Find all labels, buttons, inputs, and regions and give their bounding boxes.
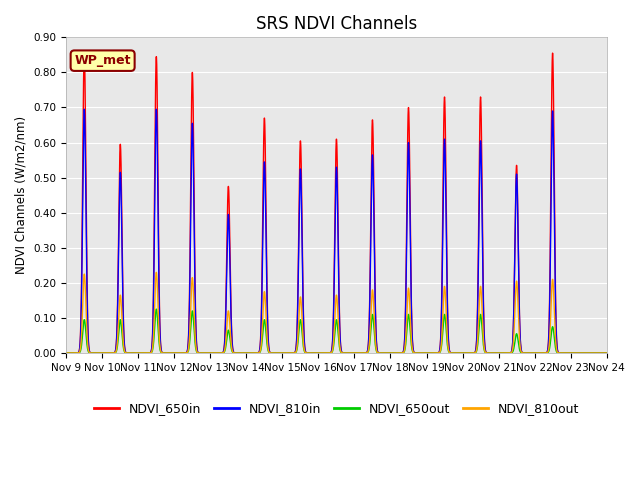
NDVI_810out bbox=[152, 269, 160, 275]
NDVI_810in bbox=[127, 350, 135, 356]
Line: NDVI_650out: NDVI_650out bbox=[67, 309, 607, 353]
NDVI_650in bbox=[574, 350, 582, 356]
Text: WP_met: WP_met bbox=[74, 54, 131, 67]
NDVI_810out bbox=[127, 350, 135, 356]
Y-axis label: NDVI Channels (W/m2/nm): NDVI Channels (W/m2/nm) bbox=[15, 116, 28, 274]
NDVI_810in bbox=[401, 340, 408, 346]
Title: SRS NDVI Channels: SRS NDVI Channels bbox=[256, 15, 417, 33]
NDVI_650in bbox=[401, 338, 408, 344]
NDVI_650out bbox=[127, 350, 135, 356]
NDVI_810out bbox=[553, 348, 561, 353]
NDVI_650out bbox=[152, 306, 160, 312]
NDVI_650out bbox=[269, 350, 277, 356]
NDVI_650out bbox=[63, 350, 70, 356]
NDVI_810in bbox=[553, 342, 561, 348]
NDVI_810in bbox=[63, 350, 70, 356]
NDVI_810in bbox=[574, 350, 582, 356]
Line: NDVI_810in: NDVI_810in bbox=[67, 109, 607, 353]
NDVI_810out bbox=[401, 347, 408, 353]
NDVI_810in bbox=[269, 350, 277, 356]
NDVI_650out bbox=[553, 349, 561, 355]
NDVI_810out bbox=[574, 350, 582, 356]
NDVI_650in bbox=[269, 350, 277, 356]
NDVI_650out bbox=[550, 335, 558, 340]
NDVI_810in bbox=[81, 107, 88, 112]
NDVI_650in bbox=[553, 339, 561, 345]
NDVI_650in bbox=[127, 350, 135, 356]
NDVI_810in bbox=[550, 208, 558, 214]
NDVI_650in bbox=[603, 350, 611, 356]
NDVI_650out bbox=[574, 350, 582, 356]
NDVI_650out bbox=[401, 348, 408, 354]
NDVI_810out bbox=[603, 350, 611, 356]
NDVI_650in bbox=[63, 350, 70, 356]
NDVI_810out bbox=[269, 350, 277, 356]
NDVI_810in bbox=[603, 350, 611, 356]
NDVI_810out bbox=[550, 307, 558, 312]
NDVI_650in bbox=[550, 174, 558, 180]
Line: NDVI_810out: NDVI_810out bbox=[67, 272, 607, 353]
NDVI_810out bbox=[63, 350, 70, 356]
Legend: NDVI_650in, NDVI_810in, NDVI_650out, NDVI_810out: NDVI_650in, NDVI_810in, NDVI_650out, NDV… bbox=[89, 397, 584, 420]
NDVI_650out bbox=[603, 350, 611, 356]
Line: NDVI_650in: NDVI_650in bbox=[67, 53, 607, 353]
NDVI_650in bbox=[81, 50, 88, 56]
